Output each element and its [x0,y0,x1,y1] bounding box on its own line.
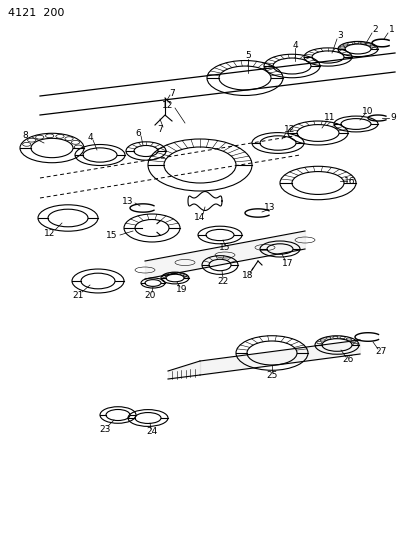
Text: 16: 16 [344,176,356,185]
Text: 27: 27 [375,348,387,357]
Text: 1: 1 [389,26,395,35]
Text: 20: 20 [144,290,156,300]
Text: 11: 11 [324,114,336,123]
Text: 24: 24 [146,427,157,437]
Text: 13: 13 [264,204,276,213]
Text: 2: 2 [372,26,378,35]
Text: 12: 12 [284,125,296,134]
Text: 19: 19 [176,286,188,295]
Text: 5: 5 [245,52,251,61]
Text: 6: 6 [135,128,141,138]
Text: 12: 12 [162,101,174,109]
Text: 14: 14 [194,213,206,222]
Text: 23: 23 [99,424,111,433]
Text: 12: 12 [44,229,55,238]
Text: 13: 13 [122,197,134,206]
Text: 26: 26 [342,356,354,365]
Text: 7: 7 [169,88,175,98]
Text: 21: 21 [72,290,84,300]
Text: 7: 7 [157,125,163,134]
Text: 9: 9 [390,114,396,123]
Text: 3: 3 [337,31,343,41]
Text: 17: 17 [282,259,294,268]
Text: 25: 25 [266,370,278,379]
Text: 22: 22 [217,277,228,286]
Text: 4121  200: 4121 200 [8,8,64,18]
Text: 15: 15 [106,231,118,240]
Text: 10: 10 [362,107,374,116]
Text: 18: 18 [242,271,254,280]
Text: 4: 4 [87,133,93,141]
Text: 15: 15 [219,244,231,253]
Text: 4: 4 [292,41,298,50]
Text: 8: 8 [22,131,28,140]
